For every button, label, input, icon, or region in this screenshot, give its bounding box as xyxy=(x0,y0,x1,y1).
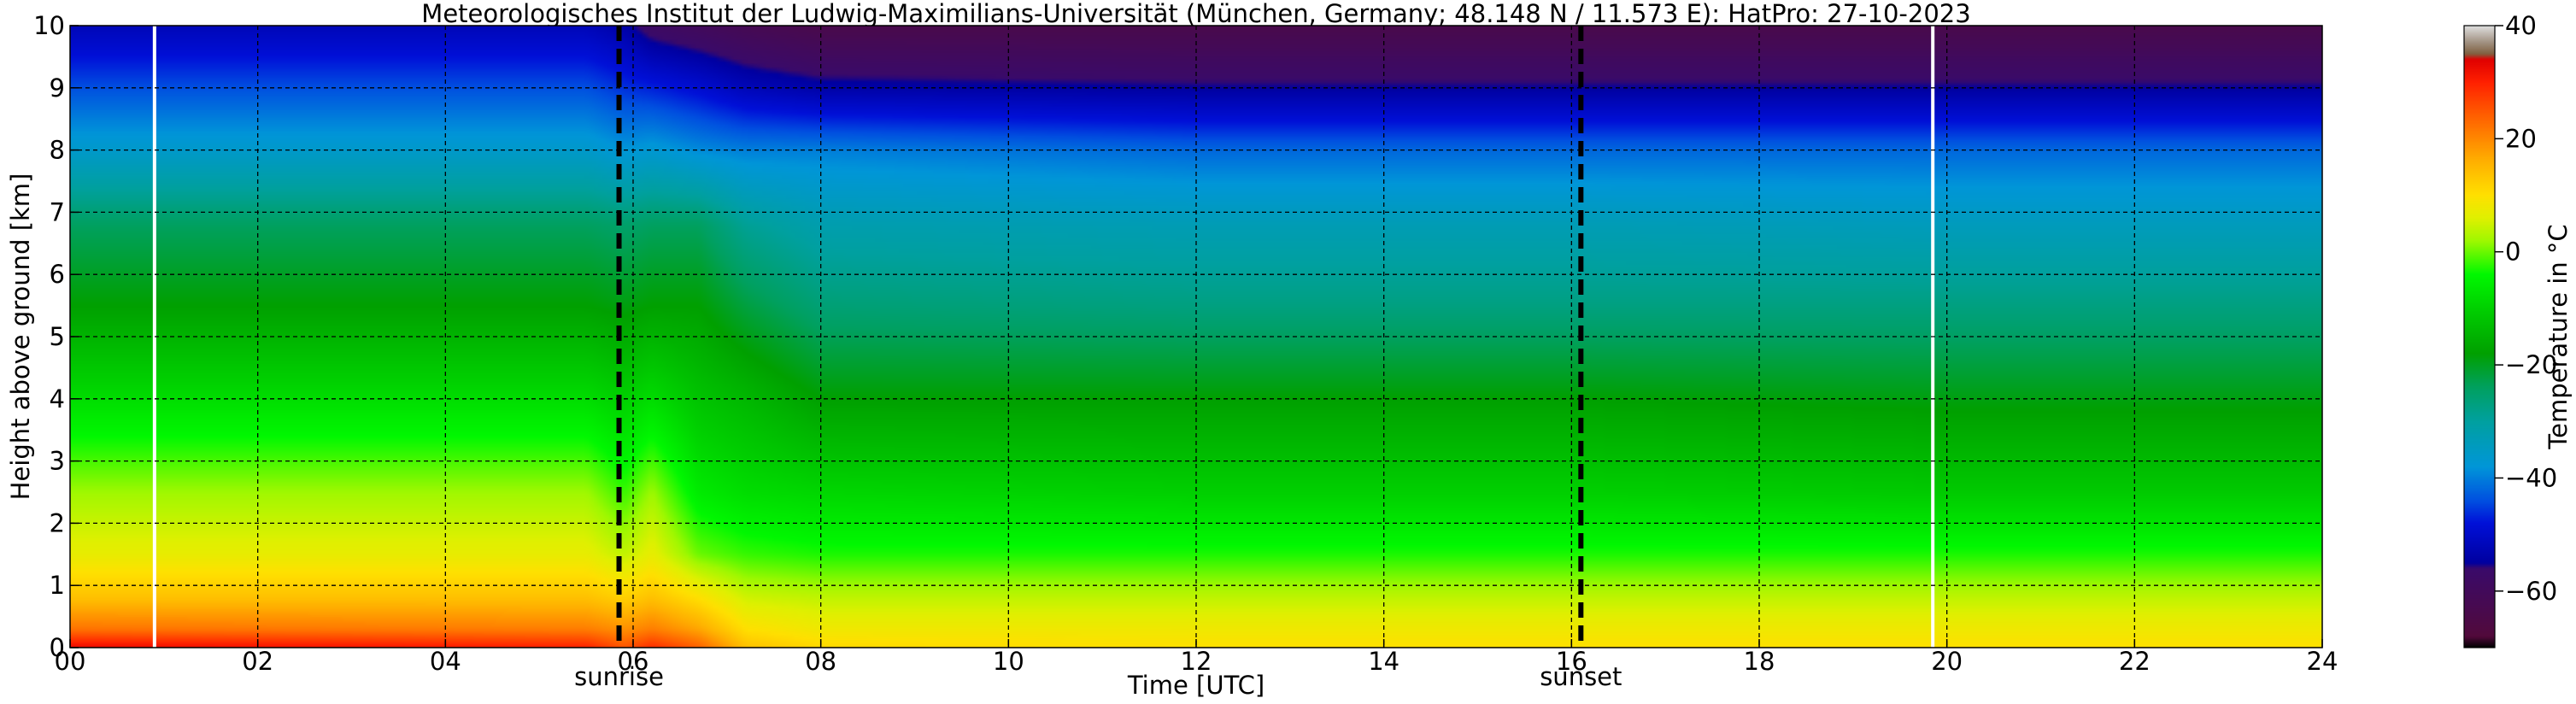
y-tick-label: 1 xyxy=(50,571,65,600)
colorbar-tick-label: −20 xyxy=(2505,350,2557,379)
event-label-sunset: sunset xyxy=(1540,662,1622,691)
colorbar-tick-label: −60 xyxy=(2505,577,2557,606)
x-axis: 00 02 04 06 08 10 12 14 16 18 20 22 24 xyxy=(55,639,2338,676)
y-tick-label: 8 xyxy=(50,136,65,165)
x-tick-label: 24 xyxy=(2307,647,2338,676)
x-tick-label: 20 xyxy=(1931,647,1963,676)
plot-area: sunrise sunset xyxy=(69,25,2323,691)
y-axis-label: Height above ground [km] xyxy=(6,173,35,501)
colorbar-tick-label: −40 xyxy=(2505,463,2557,492)
y-tick-label: 0 xyxy=(50,633,65,662)
y-axis: 0 1 2 3 4 5 6 7 8 9 10 xyxy=(33,11,79,662)
colorbar-frame xyxy=(2463,25,2496,648)
y-tick-label: 10 xyxy=(33,11,65,40)
event-lines: sunrise sunset xyxy=(574,26,1622,691)
chart-title: Meteorologisches Institut der Ludwig-Max… xyxy=(421,0,1970,28)
colorbar-tick-label: 40 xyxy=(2505,11,2537,40)
y-tick-label: 5 xyxy=(50,322,65,351)
x-tick-label: 08 xyxy=(805,647,836,676)
grid-lines xyxy=(70,26,2322,648)
colorbar-gradient xyxy=(2464,26,2495,648)
x-tick-label: 04 xyxy=(430,647,461,676)
x-tick-label: 16 xyxy=(1556,647,1587,676)
y-tick-label: 7 xyxy=(50,197,65,226)
event-label-sunrise: sunrise xyxy=(574,662,664,691)
colorbar-tick-label: 0 xyxy=(2505,238,2520,267)
x-tick-label: 12 xyxy=(1181,647,1212,676)
colorbar-ticks: −60 −40 −20 0 20 40 xyxy=(2495,11,2557,606)
x-tick-label: 18 xyxy=(1744,647,1775,676)
x-tick-label: 00 xyxy=(55,647,86,676)
x-tick-label: 14 xyxy=(1368,647,1399,676)
x-axis-label: Time [UTC] xyxy=(1127,671,1265,700)
y-tick-label: 9 xyxy=(50,73,65,103)
x-tick-label: 02 xyxy=(242,647,273,676)
x-tick-label: 06 xyxy=(618,647,649,676)
y-tick-label: 6 xyxy=(50,260,65,289)
y-tick-label: 2 xyxy=(50,508,65,537)
y-tick-label: 4 xyxy=(50,384,65,414)
x-tick-label: 10 xyxy=(993,647,1024,676)
colorbar-label: Temperature in °C xyxy=(2544,224,2573,449)
x-tick-label: 22 xyxy=(2119,647,2151,676)
y-tick-label: 3 xyxy=(50,447,65,476)
colorbar-tick-label: 20 xyxy=(2505,124,2537,153)
colorbar: −60 −40 −20 0 20 40 Temperature in °C xyxy=(2463,11,2573,648)
